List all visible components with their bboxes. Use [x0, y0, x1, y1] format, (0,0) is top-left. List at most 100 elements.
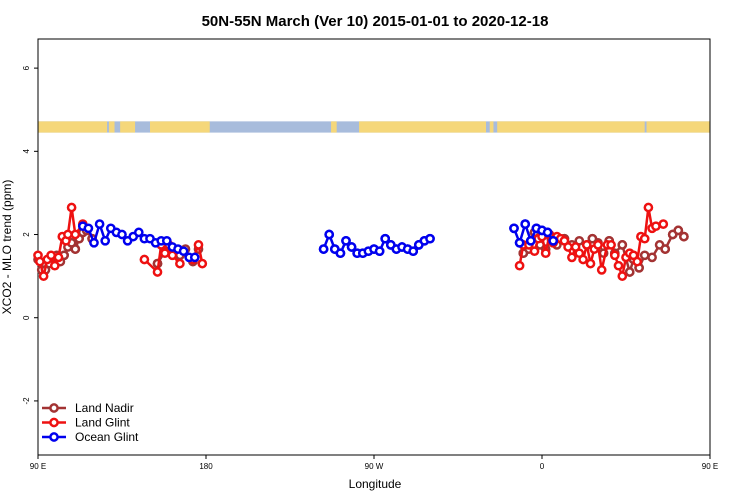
- data-point: [567, 252, 577, 263]
- data-point: [639, 233, 650, 244]
- data-point: [341, 235, 351, 246]
- x-tick-label: 180: [199, 462, 213, 471]
- x-tick-label: 90 E: [702, 462, 718, 471]
- data-point: [520, 219, 531, 229]
- y-tick-label: -2: [22, 397, 31, 405]
- legend-label: Ocean Glint: [75, 430, 139, 444]
- data-point: [152, 267, 163, 277]
- data-point: [613, 260, 624, 271]
- series-ocean-glint: [77, 219, 559, 263]
- data-point: [139, 254, 150, 265]
- data-point: [89, 237, 99, 248]
- data-point: [53, 252, 64, 263]
- data-point: [197, 258, 208, 269]
- y-tick-label: 0: [22, 315, 31, 320]
- land-band-segment: [38, 121, 108, 133]
- data-point: [542, 227, 553, 238]
- data-point: [46, 250, 56, 261]
- data-point: [70, 244, 81, 254]
- data-point: [617, 271, 628, 281]
- data-point: [425, 233, 435, 244]
- land-mask-band: [38, 121, 710, 133]
- data-point: [161, 235, 172, 246]
- data-point: [647, 252, 657, 263]
- data-point: [617, 240, 628, 250]
- data-point: [335, 248, 346, 259]
- data-point: [585, 258, 596, 269]
- data-point: [63, 229, 73, 240]
- data-point: [133, 227, 144, 238]
- x-tick-label: 90 W: [365, 462, 384, 471]
- data-point: [581, 240, 592, 250]
- data-point: [66, 202, 77, 213]
- data-point: [514, 260, 525, 271]
- land-band-segment: [150, 121, 210, 133]
- data-point: [100, 235, 111, 246]
- data-point: [380, 233, 391, 244]
- data-point: [587, 233, 598, 244]
- data-point: [189, 252, 200, 263]
- data-point: [324, 229, 335, 240]
- land-band-segment: [108, 121, 115, 133]
- data-point: [593, 240, 603, 250]
- land-band-segment: [646, 121, 710, 133]
- data-point: [660, 244, 671, 254]
- x-tick-label: 90 E: [30, 462, 46, 471]
- data-point: [658, 219, 669, 229]
- x-tick-label: 0: [540, 462, 545, 471]
- y-tick-label: 4: [22, 149, 31, 154]
- data-point: [529, 246, 540, 257]
- data-point: [346, 242, 357, 252]
- data-point: [38, 271, 49, 281]
- land-band-segment: [489, 121, 494, 133]
- data-point: [509, 223, 519, 234]
- data-point: [117, 229, 127, 240]
- series-layer: [33, 202, 689, 281]
- data-point: [643, 202, 654, 213]
- legend-marker: [49, 432, 59, 442]
- legend-label: Land Nadir: [75, 401, 134, 415]
- y-tick-label: 6: [22, 65, 31, 70]
- data-point: [596, 265, 607, 275]
- data-point: [679, 231, 689, 242]
- data-point: [673, 225, 684, 236]
- data-point: [193, 240, 204, 250]
- legend-marker: [49, 403, 59, 413]
- data-point: [35, 256, 45, 267]
- legend-marker: [49, 417, 59, 428]
- legend-label: Land Glint: [75, 416, 130, 430]
- data-point: [624, 267, 635, 277]
- data-point: [408, 246, 419, 257]
- x-axis-label: Longitude: [349, 477, 402, 491]
- y-tick-label: 2: [22, 232, 31, 237]
- data-point: [160, 248, 170, 259]
- data-point: [514, 237, 525, 248]
- y-axis-label: XCO2 - MLO trend (ppm): [0, 180, 14, 315]
- land-band-segment: [331, 121, 337, 133]
- data-point: [606, 240, 616, 250]
- data-point: [318, 244, 329, 254]
- land-band-segment: [120, 121, 136, 133]
- data-point: [83, 223, 94, 234]
- chart-title: 50N-55N March (Ver 10) 2015-01-01 to 202…: [202, 13, 549, 30]
- data-point: [525, 235, 536, 246]
- y-axis: -2 0 2 4 6: [22, 65, 38, 404]
- data-point: [609, 250, 620, 261]
- data-point: [632, 256, 643, 267]
- data-point: [94, 219, 105, 229]
- data-point: [374, 246, 385, 257]
- land-band-segment: [359, 121, 486, 133]
- data-point: [49, 260, 60, 271]
- land-band-segment: [497, 121, 645, 133]
- data-point: [563, 242, 573, 252]
- data-point: [651, 221, 661, 232]
- data-point: [70, 229, 81, 240]
- data-point: [548, 235, 559, 246]
- data-point: [639, 250, 650, 261]
- data-point: [175, 258, 185, 269]
- data-point: [540, 248, 551, 259]
- data-point: [578, 254, 588, 265]
- x-axis: 90 E 180 90 W 0 90 E: [30, 455, 718, 471]
